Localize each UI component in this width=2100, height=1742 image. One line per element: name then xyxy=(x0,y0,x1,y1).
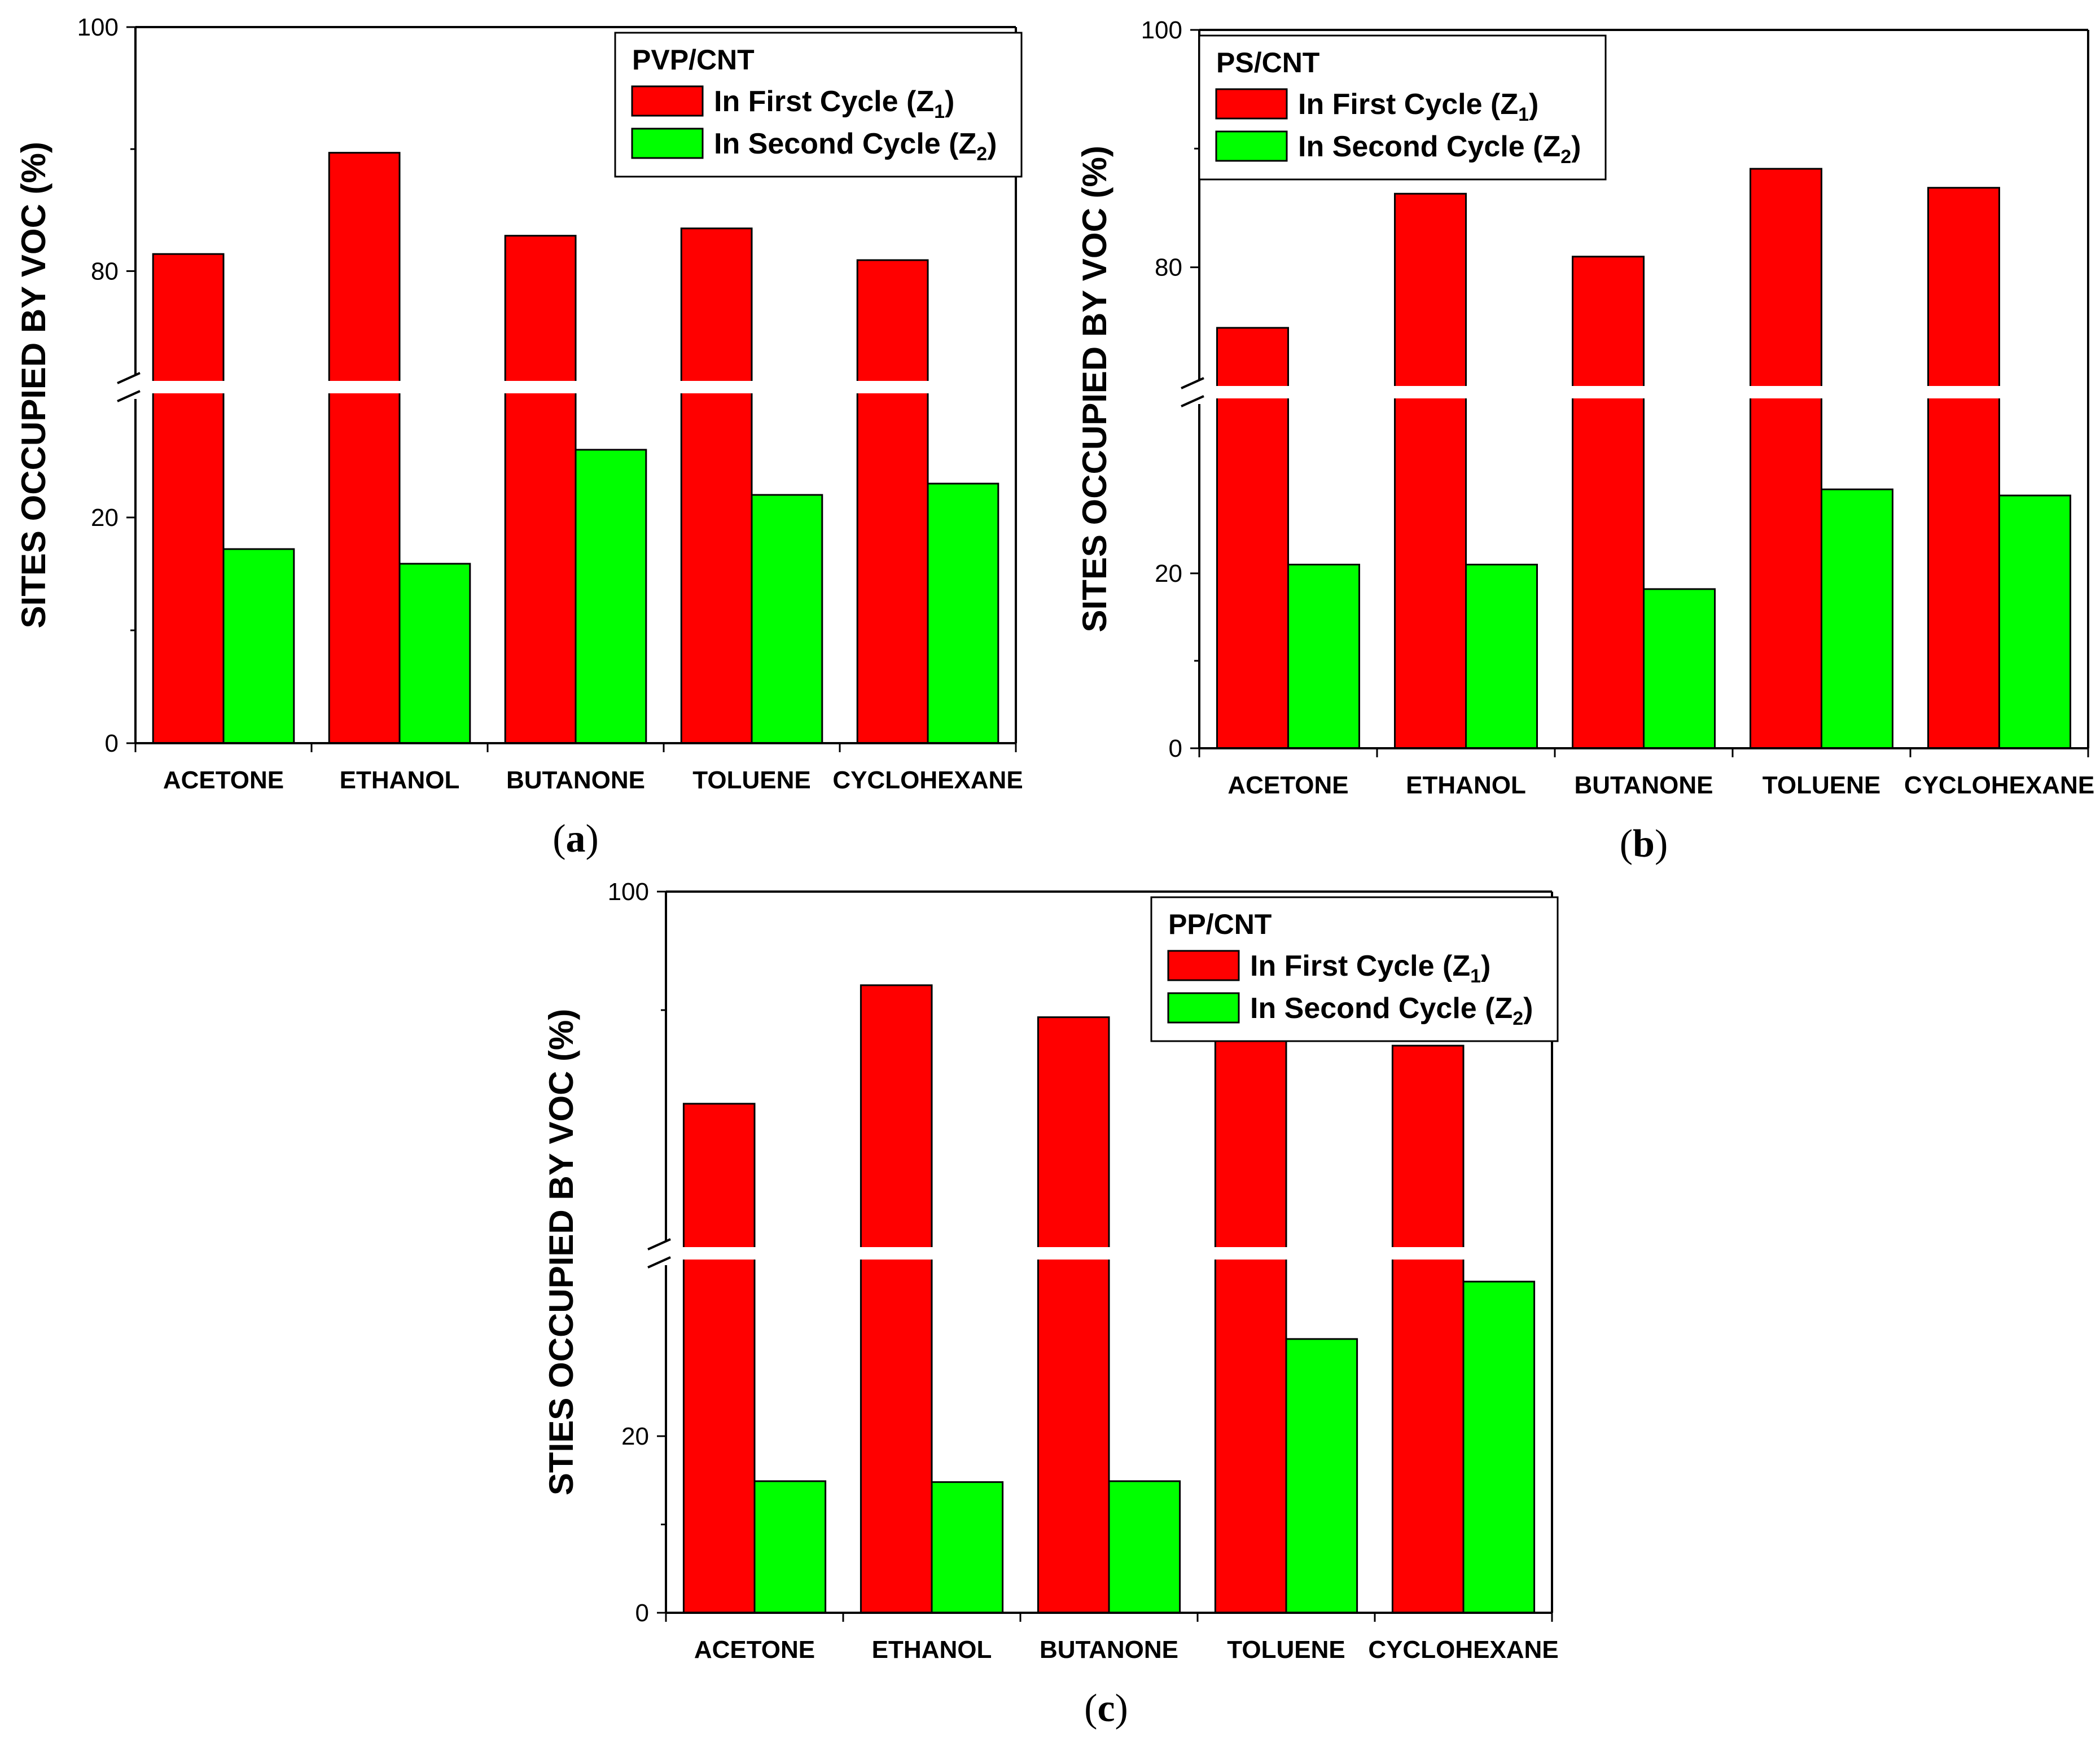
bar-second-cycle-acetone xyxy=(222,548,295,744)
chart-svg: ACETONE ETHANOL BUTANONE TOLUENE CYCLOHEXANE… xyxy=(77,14,1023,794)
bar-second-cycle-ethanol xyxy=(1465,564,1538,749)
legend: PVP/CNT In First Cycle (Z1) In Second Cycl… xyxy=(614,32,1023,178)
legend-swatch-second-cycle xyxy=(631,128,704,159)
y-axis-label: SITES OCCUPIED BY VOC (%) xyxy=(1076,146,1113,633)
bar-first-cycle-ethanol xyxy=(328,152,401,744)
bar-second-cycle-butanone xyxy=(1643,588,1716,749)
bar-second-cycle-acetone xyxy=(753,1480,827,1614)
legend-label-first-cycle: In First Cycle (Z1) xyxy=(714,85,954,122)
bar-first-cycle-toluene xyxy=(1750,168,1822,749)
chart-panel-b: ACETONE ETHANOL BUTANONE TOLUENE CYCLOHEXANE… xyxy=(1061,0,2100,869)
bar-first-cycle-cyclohexane xyxy=(856,259,929,744)
bar-second-cycle-cyclohexane xyxy=(927,482,999,744)
panel-label: (a) xyxy=(553,817,599,861)
category-label: BUTANONE xyxy=(1040,1636,1178,1664)
bar-second-cycle-ethanol xyxy=(398,563,471,744)
y-axis-label: STIES OCCUPIED BY VOC (%) xyxy=(542,1008,580,1495)
legend-swatch-first-cycle xyxy=(631,85,704,117)
category-label: ACETONE xyxy=(163,766,284,794)
y-tick-label: 20 xyxy=(621,1423,649,1450)
bar-first-cycle-cyclohexane xyxy=(1391,1045,1465,1614)
category-label: BUTANONE xyxy=(506,766,645,794)
category-label: ETHANOL xyxy=(872,1636,992,1664)
bar-second-cycle-toluene xyxy=(751,494,823,744)
axis-break-band xyxy=(1177,386,2088,398)
bar-second-cycle-butanone xyxy=(575,449,647,744)
bar-first-cycle-cyclohexane xyxy=(1927,187,2000,749)
y-axis-label: SITES OCCUPIED BY VOC (%) xyxy=(15,142,52,629)
bar-second-cycle-cyclohexane xyxy=(1462,1280,1536,1614)
category-label: ETHANOL xyxy=(340,766,460,794)
category-label: TOLUENE xyxy=(1763,771,1880,799)
bar-second-cycle-ethanol xyxy=(931,1481,1004,1614)
bar-first-cycle-ethanol xyxy=(860,984,933,1614)
legend-label-first-cycle: In First Cycle (Z1) xyxy=(1250,950,1490,987)
panel-label: (c) xyxy=(1084,1687,1128,1730)
legend-label-second-cycle: In Second Cycle (Z2) xyxy=(714,128,997,165)
bar-first-cycle-acetone xyxy=(682,1103,756,1614)
axis-break-mark xyxy=(647,1256,671,1269)
axis-break-mark xyxy=(1181,395,1204,407)
bar-second-cycle-cyclohexane xyxy=(1998,494,2071,749)
legend-swatch-second-cycle xyxy=(1215,130,1288,162)
axis-break-mark xyxy=(117,390,141,402)
y-tick-label: 0 xyxy=(1169,735,1182,762)
category-label: ETHANOL xyxy=(1406,771,1526,799)
chart-svg: ACETONE ETHANOL BUTANONE TOLUENE CYCLOHEXANE… xyxy=(1141,16,2095,799)
legend-label-second-cycle: In Second Cycle (Z2) xyxy=(1250,992,1533,1029)
bar-second-cycle-butanone xyxy=(1108,1480,1181,1614)
category-label: TOLUENE xyxy=(692,766,810,794)
chart-panel-c: ACETONE ETHANOL BUTANONE TOLUENE CYCLOHEXANE… xyxy=(531,863,1603,1742)
y-tick-label: 100 xyxy=(77,14,119,41)
bar-second-cycle-toluene xyxy=(1285,1338,1358,1614)
legend-swatch-first-cycle xyxy=(1215,88,1288,120)
bar-second-cycle-acetone xyxy=(1287,564,1360,749)
y-tick-label: 0 xyxy=(635,1599,649,1627)
y-tick-label: 0 xyxy=(105,730,119,757)
legend-title: PS/CNT xyxy=(1216,47,1319,78)
y-tick-label: 80 xyxy=(91,257,119,285)
legend-swatch-first-cycle xyxy=(1167,950,1240,981)
legend: PP/CNT In First Cycle (Z1) In Second Cycle… xyxy=(1150,896,1559,1042)
legend-swatch-second-cycle xyxy=(1167,992,1240,1024)
axis-break-band xyxy=(643,1247,1552,1260)
y-tick-label: 100 xyxy=(608,878,649,906)
bar-first-cycle-toluene xyxy=(680,227,753,744)
bar-first-cycle-ethanol xyxy=(1394,192,1467,749)
category-label: CYCLOHEXANE xyxy=(1904,771,2094,799)
chart-panel-a: ACETONE ETHANOL BUTANONE TOLUENE CYCLOHEXANE… xyxy=(0,0,1050,869)
bar-second-cycle-toluene xyxy=(1821,488,1893,749)
axis-break-band xyxy=(113,381,1016,393)
legend-title: PP/CNT xyxy=(1168,909,1272,940)
bar-first-cycle-acetone xyxy=(152,253,225,744)
bar-first-cycle-butanone xyxy=(1037,1016,1110,1614)
y-tick-label: 20 xyxy=(1155,560,1182,587)
category-label: CYCLOHEXANE xyxy=(1368,1636,1558,1664)
y-tick-label: 80 xyxy=(1155,254,1182,282)
panel-label: (b) xyxy=(1619,822,1668,866)
y-tick-label: 20 xyxy=(91,504,119,532)
bar-first-cycle-butanone xyxy=(504,235,577,744)
category-label: BUTANONE xyxy=(1574,771,1713,799)
category-label: ACETONE xyxy=(1227,771,1348,799)
category-label: CYCLOHEXANE xyxy=(832,766,1023,794)
legend-title: PVP/CNT xyxy=(632,44,755,76)
legend: PS/CNT In First Cycle (Z1) In Second Cycle… xyxy=(1198,34,1607,181)
category-label: TOLUENE xyxy=(1227,1636,1345,1664)
category-label: ACETONE xyxy=(694,1636,815,1664)
bar-first-cycle-toluene xyxy=(1214,1008,1287,1614)
bar-first-cycle-butanone xyxy=(1572,256,1645,749)
y-tick-label: 100 xyxy=(1141,16,1182,44)
chart-svg: ACETONE ETHANOL BUTANONE TOLUENE CYCLOHEXANE… xyxy=(608,878,1559,1664)
legend-label-first-cycle: In First Cycle (Z1) xyxy=(1298,88,1538,125)
legend-label-second-cycle: In Second Cycle (Z2) xyxy=(1298,130,1581,168)
